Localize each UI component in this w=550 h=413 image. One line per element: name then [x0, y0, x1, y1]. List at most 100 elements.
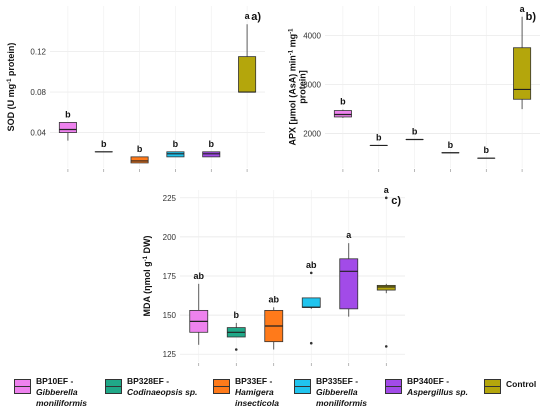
y-tick-label: 125 [163, 350, 177, 359]
box-control: a [513, 4, 532, 110]
legend-item-bp33ef: BP33EF - Hamigera insecticola [213, 376, 279, 409]
outlier-point [309, 341, 313, 345]
legend-line: BP10EF - [36, 376, 74, 386]
y-tick-label: 150 [163, 311, 177, 320]
significance-letter: a [384, 185, 390, 195]
legend-text: BP33EF - Hamigera insecticola [235, 376, 279, 409]
significance-letter: b [234, 310, 240, 320]
legend-text: Control [506, 376, 536, 390]
box-bp340ef: b [477, 145, 496, 159]
legend-line: Control [506, 379, 537, 389]
y-tick-label: 0.12 [30, 48, 46, 57]
figure: 0.04 0.08 0.12 SOD (U mg-1 protein) a) b b b b b a… [6, 4, 540, 366]
box [333, 110, 352, 118]
outlier-point [309, 271, 313, 275]
legend-swatch-bp340ef [385, 379, 402, 394]
significance-letter: b [376, 132, 382, 142]
y-tick-label: 0.08 [30, 88, 46, 97]
legend-item-bp328ef: BP328EF - Codinaeopsis sp. [105, 376, 197, 398]
y-tick-label: 4000 [303, 31, 321, 40]
outlier-point [384, 196, 388, 200]
box-bp335ef: b [166, 139, 185, 158]
y-axis-label: MDA (ηmol g-1 DW) [142, 236, 152, 317]
panel-label: b) [526, 11, 537, 23]
panel-label: c) [391, 195, 401, 207]
box-bp33ef: ab [264, 294, 284, 350]
y-tick-label: 225 [163, 194, 177, 203]
legend-swatch-bp335ef [294, 379, 311, 394]
y-axis-label: APX [µmol (AsA) min-1 mg-1protein] [287, 28, 307, 146]
box-bp328ef: b [369, 132, 388, 147]
legend-text: BP335EF - Gibberella moniliformis [316, 376, 367, 409]
box-bp328ef: b [94, 139, 113, 153]
significance-letter: a [520, 4, 526, 14]
significance-letter: a [346, 230, 352, 240]
significance-letter: ab [268, 294, 279, 304]
outlier-point [384, 345, 388, 348]
legend-swatch-bp328ef [105, 379, 122, 394]
box-control: a [376, 185, 396, 348]
legend-line: Gibberella [316, 387, 358, 397]
y-tick-label: 175 [163, 272, 177, 281]
box [238, 56, 257, 93]
significance-letter: b [173, 139, 179, 149]
legend-line: BP335EF - [316, 376, 359, 386]
box-bp335ef: b [441, 140, 460, 154]
box-control: a [238, 11, 257, 93]
legend-item-bp340ef: BP340EF - Aspergillus sp. [385, 376, 468, 398]
legend-item-bp10ef: BP10EF - Gibberella moniliformis [14, 376, 87, 409]
plot-area [50, 6, 265, 168]
box-bp335ef: ab [301, 260, 321, 345]
legend-line: BP328EF - [127, 376, 170, 386]
panel-label: a) [251, 11, 261, 23]
significance-letter: a [245, 11, 251, 21]
box [58, 122, 77, 133]
legend-line: Gibberella [36, 387, 78, 397]
box-bp328ef: b [226, 310, 246, 351]
legend-line: Hamigera [235, 387, 274, 397]
box-bp10ef: b [333, 97, 352, 118]
legend-line: moniliformis [316, 398, 368, 408]
outlier-point [234, 348, 238, 351]
box [130, 156, 149, 164]
legend-swatch-bp33ef [213, 379, 230, 394]
legend-text: BP328EF - Codinaeopsis sp. [127, 376, 197, 398]
legend-line: Codinaeopsis sp. [127, 387, 198, 397]
y-tick-label: 0.04 [30, 129, 46, 138]
box [301, 297, 321, 308]
legend-swatch-bp10ef [14, 379, 31, 394]
significance-letter: ab [306, 260, 317, 270]
legend-text: BP10EF - Gibberella moniliformis [36, 376, 87, 409]
legend-line: BP33EF - [235, 376, 273, 386]
box [513, 47, 532, 100]
significance-letter: b [65, 109, 71, 119]
significance-letter: ab [193, 271, 204, 281]
significance-letter: b [412, 127, 418, 137]
legend-line: moniliformis [36, 398, 88, 408]
y-axis-label: SOD (U mg-1 protein) [6, 43, 16, 132]
legend-text: BP340EF - Aspergillus sp. [407, 376, 468, 398]
legend: BP10EF - Gibberella moniliformis BP328EF… [0, 372, 550, 413]
significance-letter: b [137, 144, 143, 154]
box [339, 258, 359, 310]
y-tick-label: 3000 [303, 81, 321, 90]
box-bp340ef: b [202, 139, 221, 158]
panel-c-mda: 125 150 175 200 225 MDA (ηmol g-1 DW) c) ab b ab a… [142, 185, 405, 366]
legend-line: insecticola [235, 398, 279, 408]
box-bp33ef: b [405, 127, 424, 141]
significance-letter: b [448, 140, 454, 150]
legend-line: Aspergillus sp. [407, 387, 468, 397]
box-bp33ef: b [130, 144, 149, 164]
box-bp10ef: b [58, 109, 77, 141]
box-bp10ef: ab [189, 271, 209, 345]
legend-line: BP340EF - [407, 376, 450, 386]
box-bp340ef: a [339, 230, 359, 317]
box [376, 284, 396, 291]
y-tick-label: 200 [163, 233, 177, 242]
panel-a-sod: 0.04 0.08 0.12 SOD (U mg-1 protein) a) b b b b b a [6, 6, 265, 172]
significance-letter: b [101, 139, 107, 149]
legend-item-bp335ef: BP335EF - Gibberella moniliformis [294, 376, 367, 409]
plot-area [325, 6, 540, 168]
y-tick-label: 2000 [303, 130, 321, 139]
